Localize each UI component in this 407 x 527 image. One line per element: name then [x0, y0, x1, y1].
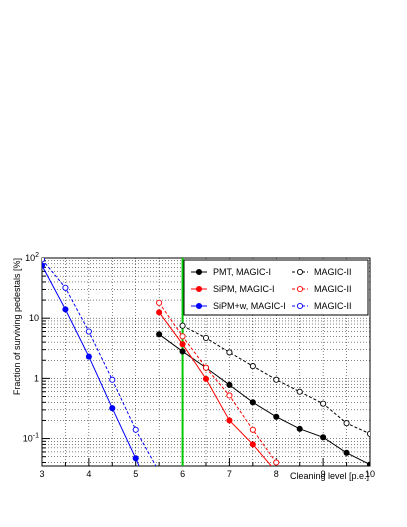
- legend-swatch-marker: [296, 268, 304, 276]
- legend-entry: PMT, MAGIC-I: [191, 267, 271, 277]
- x-tick-label: 10: [365, 469, 375, 479]
- data-point: [62, 306, 69, 313]
- legend-swatch-marker: [195, 285, 203, 293]
- data-point: [109, 376, 116, 383]
- y-tick-label: 10: [29, 313, 39, 323]
- x-tick-label: 9: [321, 469, 326, 479]
- data-point: [179, 348, 186, 355]
- data-point: [249, 426, 256, 433]
- data-point: [179, 333, 186, 340]
- legend-label: SiPM, MAGIC-I: [213, 284, 275, 294]
- series-layer: [42, 258, 370, 514]
- data-point: [366, 430, 370, 437]
- data-point: [296, 388, 303, 395]
- y-tick-label: 10-1: [23, 433, 39, 444]
- data-point: [249, 399, 256, 406]
- x-tick-label: 3: [39, 469, 44, 479]
- legend-entry: MAGIC-II: [292, 284, 352, 294]
- data-point: [202, 334, 210, 341]
- legend-entry: MAGIC-II: [292, 301, 352, 311]
- data-point: [366, 461, 370, 466]
- data-point: [249, 363, 256, 370]
- data-point: [202, 364, 210, 371]
- data-point: [226, 392, 233, 399]
- series-line: [158, 333, 370, 465]
- data-point: [157, 469, 162, 474]
- legend-box: [183, 259, 369, 316]
- legend-label: PMT, MAGIC-I: [213, 267, 271, 277]
- data-point: [109, 405, 116, 412]
- data-point: [42, 262, 46, 269]
- series-line: [42, 259, 157, 466]
- x-tick-label: 5: [133, 469, 138, 479]
- legend-entry: SiPM, MAGIC-I: [191, 284, 275, 294]
- data-point: [296, 425, 303, 432]
- data-point: [343, 420, 350, 427]
- x-tick-label: 6: [180, 469, 185, 479]
- data-point: [85, 328, 92, 335]
- legend-swatch-marker: [296, 302, 304, 310]
- x-tick-labels: 3 4 5 6 7 8 9 10: [39, 469, 375, 479]
- legend-entry: SiPM+w, MAGIC-I: [191, 301, 286, 311]
- data-point: [320, 434, 327, 441]
- series-line: [158, 312, 272, 466]
- data-point: [62, 284, 69, 291]
- legend-label: MAGIC-II: [314, 284, 352, 294]
- legend-label: MAGIC-II: [314, 267, 352, 277]
- data-point: [343, 449, 350, 456]
- y-tick-labels: 10-1 1 10 102: [23, 252, 39, 444]
- legend-swatch-marker: [195, 302, 203, 310]
- x-tick-label: 4: [86, 469, 91, 479]
- data-point: [179, 322, 186, 329]
- data-point: [132, 455, 139, 462]
- data-point: [156, 331, 163, 338]
- data-point: [249, 441, 256, 448]
- legend-label: MAGIC-II: [314, 301, 352, 311]
- legend: PMT, MAGIC-I MAGIC-II SiPM, MAGIC-I MAGIC-I…: [183, 259, 369, 316]
- data-point: [226, 349, 233, 356]
- legend-swatch-marker: [195, 268, 203, 276]
- series-line: [182, 325, 370, 435]
- y-tick-label: 1: [34, 373, 39, 383]
- data-point: [273, 376, 280, 383]
- data-point: [226, 381, 233, 388]
- series-line: [42, 265, 140, 466]
- legend-swatch-marker: [296, 285, 304, 293]
- data-point: [179, 341, 186, 348]
- data-point: [85, 353, 92, 360]
- data-point: [157, 509, 162, 514]
- x-axis-title: Cleaning level [p.e.]: [290, 471, 369, 481]
- series-1: [156, 309, 272, 466]
- series-2: [42, 262, 162, 514]
- data-point: [202, 375, 210, 382]
- x-tick-label: 8: [274, 469, 279, 479]
- axis-ticks: [41, 260, 371, 466]
- data-point: [320, 400, 327, 407]
- data-point: [156, 299, 163, 306]
- series-5: [42, 258, 162, 474]
- x-tick-label: 7: [227, 469, 232, 479]
- data-point: [273, 459, 280, 466]
- data-point: [226, 417, 233, 424]
- data-point: [273, 413, 280, 420]
- data-point: [132, 426, 139, 433]
- data-point: [156, 309, 163, 316]
- legend-label: SiPM+w, MAGIC-I: [213, 301, 286, 311]
- data-point: [42, 258, 46, 263]
- y-axis-title: Fraction of surviving pedestals [%]: [12, 258, 22, 395]
- y-tick-label: 102: [25, 252, 39, 263]
- series-3: [179, 322, 370, 437]
- series-4: [156, 299, 280, 466]
- legend-entry: MAGIC-II: [292, 267, 352, 277]
